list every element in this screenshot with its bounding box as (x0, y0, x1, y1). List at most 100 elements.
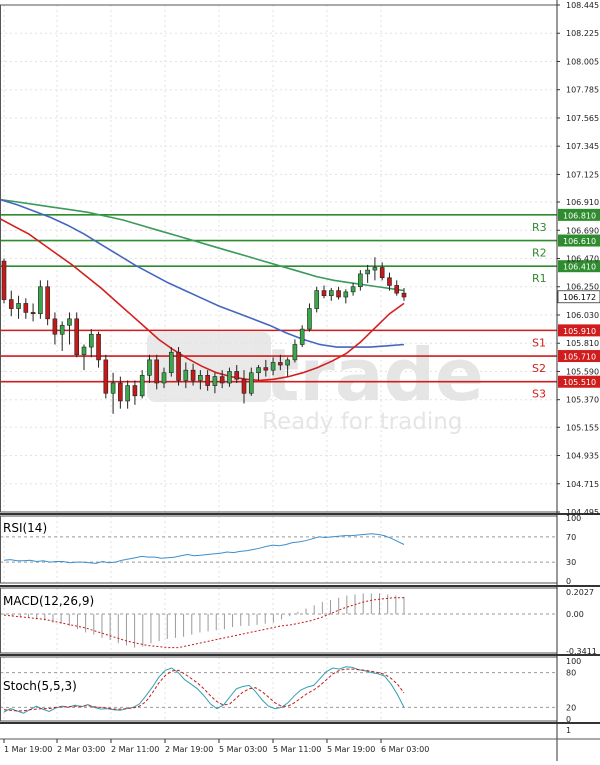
candle-bearish (278, 362, 283, 366)
indicator-panels: RSI(14) 100 70 30 0 MACD(12,26,9) 0.2027 0.00 -0… (0, 514, 597, 724)
level-price-tag-bg-s3 (558, 375, 600, 388)
watermark-tagline: Ready for trading (262, 409, 462, 435)
stoch-tick-label: 100 (566, 657, 581, 666)
macd-tick-label: 0.00 (566, 610, 584, 619)
candle-bearish (1, 260, 7, 300)
candle-bullish (227, 371, 232, 384)
price-tick-label: 106.030 (566, 311, 599, 320)
rsi-label: RSI(14) (3, 521, 47, 535)
candle-bearish (263, 367, 269, 371)
candle-bearish (401, 292, 407, 298)
candle-bullish (38, 286, 43, 314)
level-price-tag-r1: 106.410 (563, 263, 596, 272)
level-label-s3: S3 (532, 388, 546, 401)
candle-bearish (387, 277, 392, 286)
rsi-line (3, 533, 405, 564)
price-tick-label: 105.590 (566, 367, 599, 376)
candle-bullish (59, 324, 65, 335)
level-price-tag-s1: 105.910 (563, 327, 596, 336)
time-tick-label: 1 Mar 19:00 (4, 745, 52, 754)
level-price-tag-bg-r2 (558, 234, 600, 247)
ma-blue-line (0, 198, 405, 348)
moving-average-lines (0, 198, 405, 382)
candle-bullish (88, 333, 94, 348)
candle-bullish (270, 362, 276, 371)
price-tick-label: 106.690 (566, 226, 599, 235)
candle-bearish (190, 369, 196, 381)
candle-bearish (118, 382, 123, 402)
price-tick-label: 107.125 (566, 170, 599, 179)
time-tick-label: 2 Mar 11:00 (111, 745, 159, 754)
watermark-logo: trade Ready for trading (147, 332, 484, 435)
stoch-label: Stoch(5,5,3) (3, 679, 77, 693)
rsi-tick-label: 70 (566, 533, 576, 542)
candle-bullish (372, 267, 378, 271)
candle-bullish (350, 286, 356, 293)
candle-bullish (328, 290, 334, 297)
candle-bearish (394, 285, 400, 294)
candle-bearish (52, 318, 58, 335)
time-tick-label: 2 Mar 03:00 (57, 745, 105, 754)
candle-bearish (154, 359, 160, 384)
macd-label: MACD(12,26,9) (3, 594, 94, 608)
candle-bearish (103, 359, 109, 394)
macd-tick-label: 0.2027 (566, 588, 594, 597)
grid-lines (0, 4, 557, 721)
candle-bullish (212, 376, 218, 386)
price-tick-label: 108.445 (566, 1, 599, 10)
level-label-r1: R1 (532, 272, 547, 285)
level-price-tag-r2: 106.610 (563, 237, 596, 246)
price-tick-label: 106.910 (566, 198, 599, 207)
stoch-tick-label: 20 (566, 703, 576, 712)
price-tick-label: 105.810 (566, 339, 599, 348)
candle-bearish (379, 267, 385, 279)
candle-bullish (292, 344, 298, 361)
price-tick-label: 107.565 (566, 114, 599, 123)
candle-bearish (23, 303, 29, 313)
level-price-tag-s3: 105.510 (563, 378, 596, 387)
price-tick-label: 104.495 (566, 508, 599, 517)
level-price-tag-s2: 105.710 (563, 353, 596, 362)
time-tick-label: 5 Mar 11:00 (273, 745, 321, 754)
level-price-tag-bg-r1 (558, 260, 600, 273)
candle-bearish (8, 299, 14, 309)
candle-bearish (241, 378, 247, 394)
level-price-tag-r3: 106.810 (563, 211, 596, 220)
candle-bullish (307, 308, 312, 330)
level-label-r3: R3 (532, 221, 547, 234)
candle-bearish (45, 286, 50, 320)
candle-bearish (132, 385, 138, 397)
candle-bullish (299, 328, 305, 345)
price-tick-label: 105.370 (566, 396, 599, 405)
candle-bullish (183, 369, 189, 381)
candle-bullish (314, 290, 320, 309)
time-tick-label: 2 Mar 19:00 (165, 745, 213, 754)
support-resistance-levels: R3 106.810 R2 106.610 R1 106.410 S1 105.910 S2 10… (0, 208, 600, 401)
price-tick-label: 106.470 (566, 255, 599, 264)
price-tick-label: 107.785 (566, 86, 599, 95)
macd-signal-line (3, 597, 404, 649)
candle-bullish (168, 351, 174, 374)
candle-bullish (285, 359, 290, 366)
candle-bullish (256, 367, 261, 374)
time-tick-label: 5 Mar 03:00 (219, 745, 267, 754)
candle-bearish (176, 351, 181, 381)
candle-bullish (110, 382, 116, 394)
candle-bearish (74, 318, 80, 356)
rsi-tick-label: 100 (566, 514, 581, 523)
level-label-s1: S1 (532, 336, 546, 349)
watermark-text: trade (265, 333, 484, 417)
candle-bullish (365, 269, 370, 275)
current-price-tag-bg (557, 290, 600, 304)
candle-bullish (343, 291, 349, 298)
candle-bullish (248, 372, 254, 394)
level-price-tag-bg-s2 (558, 350, 600, 363)
rsi-tick-label: 30 (566, 558, 576, 567)
candle-bearish (219, 376, 225, 384)
price-tick-label: 108.225 (566, 29, 599, 38)
candle-bullish (81, 346, 87, 356)
stoch-d-line (3, 668, 405, 712)
